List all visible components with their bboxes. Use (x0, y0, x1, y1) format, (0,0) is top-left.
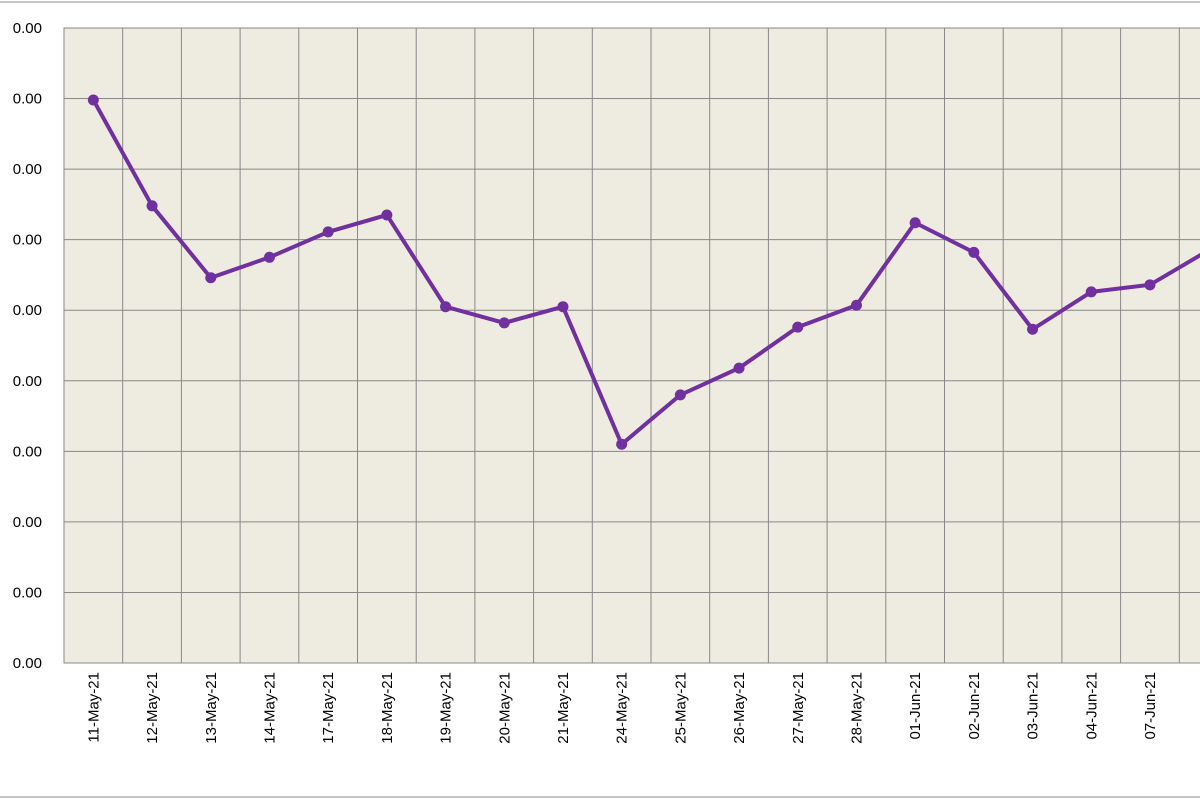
y-tick-label: 0.00 (13, 91, 42, 108)
x-tick-label: 04-Jun-21 (1083, 672, 1100, 740)
x-tick-label: 24-May-21 (614, 672, 631, 744)
x-tick-label: 14-May-21 (261, 672, 278, 744)
data-point (909, 217, 921, 229)
x-tick-label: 20-May-21 (496, 672, 513, 744)
x-tick-label: 11-May-21 (85, 672, 102, 743)
x-tick-label: 19-May-21 (438, 672, 455, 744)
data-point (205, 272, 217, 284)
data-point (87, 94, 99, 106)
x-tick-label: 12-May-21 (144, 672, 161, 744)
series-line (91, 98, 1200, 447)
x-tick-label: 21-May-21 (555, 672, 572, 744)
data-point (498, 317, 510, 329)
x-tick-label: 25-May-21 (672, 672, 689, 744)
x-tick-label: 26-May-21 (731, 672, 748, 744)
x-tick-label: 03-Jun-21 (1025, 672, 1042, 740)
data-point (322, 226, 334, 238)
y-tick-label: 0.00 (13, 20, 42, 37)
y-tick-label: 0.00 (13, 584, 42, 601)
data-point (850, 299, 862, 311)
x-tick-label: 27-May-21 (790, 672, 807, 744)
plot-area (63, 27, 1200, 664)
x-tick-label: 02-Jun-21 (966, 672, 983, 740)
y-tick-label: 0.00 (13, 161, 42, 178)
y-tick-label: 0.00 (13, 514, 42, 531)
data-point (674, 389, 686, 401)
x-tick-label: 07-Jun-21 (1142, 672, 1159, 740)
y-tick-label: 0.00 (13, 373, 42, 390)
data-point (733, 362, 745, 374)
x-tick-label: 17-May-21 (320, 672, 337, 744)
data-point (440, 301, 452, 313)
data-point (381, 209, 393, 221)
x-tick-label: 18-May-21 (379, 672, 396, 744)
x-tick-label: 01-Jun-21 (907, 672, 924, 740)
data-point (792, 321, 804, 333)
data-point (1027, 323, 1039, 335)
y-tick-label: 0.00 (13, 443, 42, 460)
y-tick-label: 0.00 (13, 232, 42, 249)
data-point (146, 200, 158, 212)
x-tick-label: 28-May-21 (848, 672, 865, 744)
data-point (557, 301, 569, 313)
data-point (1144, 279, 1156, 291)
y-tick-label: 0.00 (13, 302, 42, 319)
y-tick-label: 0.00 (13, 655, 42, 672)
x-tick-label: 13-May-21 (203, 672, 220, 744)
data-point (263, 251, 275, 263)
data-point (1085, 286, 1097, 298)
data-point (968, 246, 980, 258)
data-point (616, 438, 628, 450)
